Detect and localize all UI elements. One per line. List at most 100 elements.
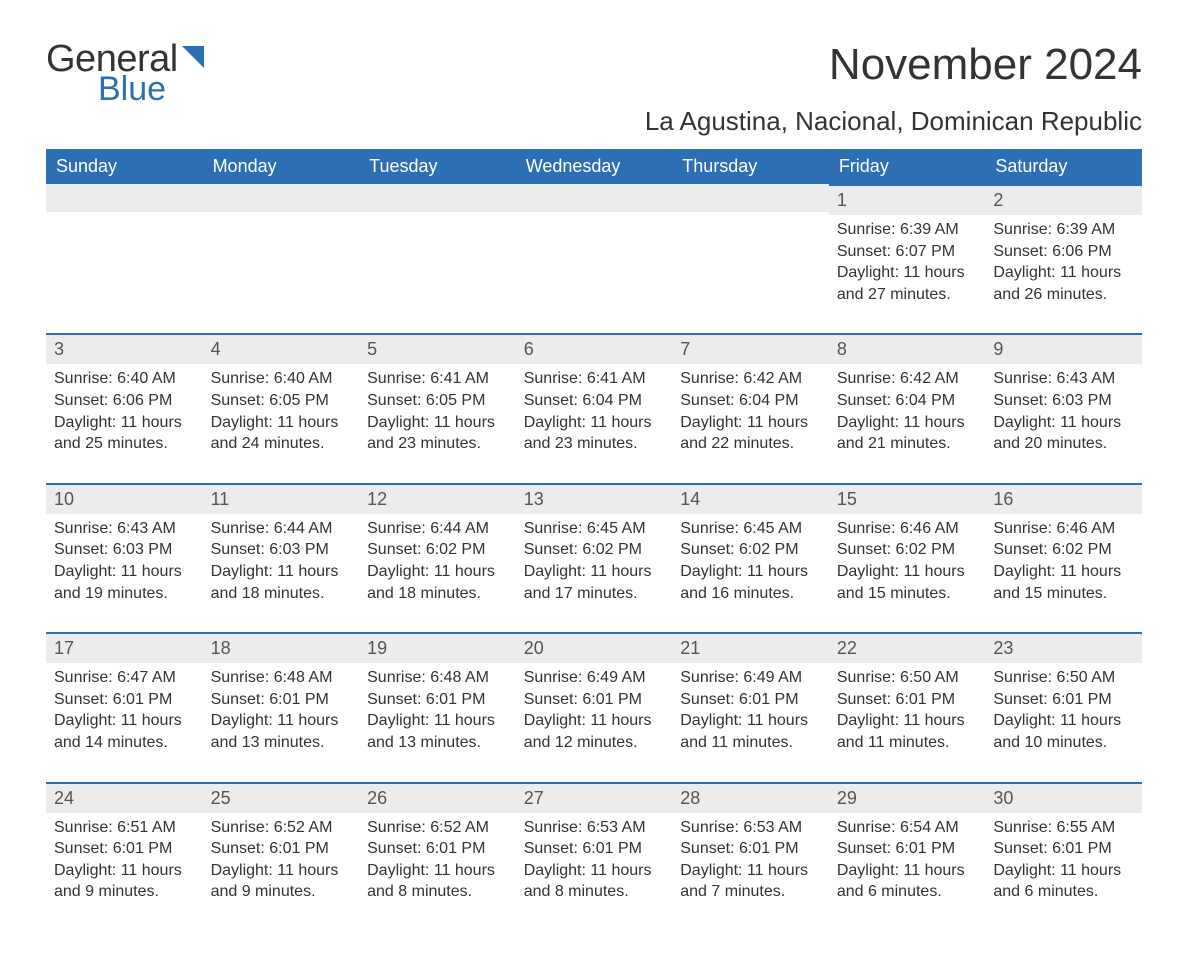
day-cell: 5Sunrise: 6:41 AMSunset: 6:05 PMDaylight… xyxy=(359,333,516,482)
day-number: 26 xyxy=(359,782,516,813)
day-cell: 25Sunrise: 6:52 AMSunset: 6:01 PMDayligh… xyxy=(203,782,360,931)
day-cell: 27Sunrise: 6:53 AMSunset: 6:01 PMDayligh… xyxy=(516,782,673,931)
day-body: Sunrise: 6:44 AMSunset: 6:02 PMDaylight:… xyxy=(359,514,516,632)
daylight-text: Daylight: 11 hours and 13 minutes. xyxy=(367,710,508,753)
daylight-text: Daylight: 11 hours and 11 minutes. xyxy=(680,710,821,753)
week-row: 1Sunrise: 6:39 AMSunset: 6:07 PMDaylight… xyxy=(46,184,1142,333)
day-cell xyxy=(359,184,516,333)
day-body: Sunrise: 6:43 AMSunset: 6:03 PMDaylight:… xyxy=(46,514,203,632)
day-number: 4 xyxy=(203,333,360,364)
sunset-text: Sunset: 6:01 PM xyxy=(680,689,821,711)
daylight-text: Daylight: 11 hours and 24 minutes. xyxy=(211,412,352,455)
sunrise-text: Sunrise: 6:50 AM xyxy=(837,667,978,689)
sunset-text: Sunset: 6:01 PM xyxy=(837,689,978,711)
day-cell: 4Sunrise: 6:40 AMSunset: 6:05 PMDaylight… xyxy=(203,333,360,482)
sunrise-text: Sunrise: 6:40 AM xyxy=(211,368,352,390)
sunrise-text: Sunrise: 6:53 AM xyxy=(524,817,665,839)
day-body: Sunrise: 6:39 AMSunset: 6:07 PMDaylight:… xyxy=(829,215,986,333)
day-cell: 10Sunrise: 6:43 AMSunset: 6:03 PMDayligh… xyxy=(46,483,203,632)
dow-header: Friday xyxy=(829,149,986,184)
header: General Blue November 2024 La Agustina, … xyxy=(46,40,1142,149)
day-body: Sunrise: 6:42 AMSunset: 6:04 PMDaylight:… xyxy=(672,364,829,482)
sunset-text: Sunset: 6:06 PM xyxy=(993,241,1134,263)
day-number: 9 xyxy=(985,333,1142,364)
day-body: Sunrise: 6:53 AMSunset: 6:01 PMDaylight:… xyxy=(516,813,673,931)
day-number: 23 xyxy=(985,632,1142,663)
sunrise-text: Sunrise: 6:55 AM xyxy=(993,817,1134,839)
sunrise-text: Sunrise: 6:54 AM xyxy=(837,817,978,839)
sunset-text: Sunset: 6:04 PM xyxy=(524,390,665,412)
day-cell: 21Sunrise: 6:49 AMSunset: 6:01 PMDayligh… xyxy=(672,632,829,781)
day-body: Sunrise: 6:41 AMSunset: 6:04 PMDaylight:… xyxy=(516,364,673,482)
sunrise-text: Sunrise: 6:46 AM xyxy=(993,518,1134,540)
sunset-text: Sunset: 6:01 PM xyxy=(524,838,665,860)
day-body: Sunrise: 6:52 AMSunset: 6:01 PMDaylight:… xyxy=(203,813,360,931)
day-number: 20 xyxy=(516,632,673,663)
day-number: 11 xyxy=(203,483,360,514)
day-body: Sunrise: 6:52 AMSunset: 6:01 PMDaylight:… xyxy=(359,813,516,931)
day-body: Sunrise: 6:40 AMSunset: 6:05 PMDaylight:… xyxy=(203,364,360,482)
sunset-text: Sunset: 6:02 PM xyxy=(993,539,1134,561)
day-cell: 16Sunrise: 6:46 AMSunset: 6:02 PMDayligh… xyxy=(985,483,1142,632)
day-body: Sunrise: 6:46 AMSunset: 6:02 PMDaylight:… xyxy=(829,514,986,632)
day-body: Sunrise: 6:44 AMSunset: 6:03 PMDaylight:… xyxy=(203,514,360,632)
day-number: 24 xyxy=(46,782,203,813)
empty-day-bar xyxy=(203,184,360,212)
triangle-icon xyxy=(182,46,216,75)
sunset-text: Sunset: 6:01 PM xyxy=(367,838,508,860)
sunset-text: Sunset: 6:03 PM xyxy=(993,390,1134,412)
day-body: Sunrise: 6:54 AMSunset: 6:01 PMDaylight:… xyxy=(829,813,986,931)
empty-day-bar xyxy=(46,184,203,212)
day-number: 19 xyxy=(359,632,516,663)
sunset-text: Sunset: 6:05 PM xyxy=(211,390,352,412)
sunset-text: Sunset: 6:01 PM xyxy=(993,689,1134,711)
daylight-text: Daylight: 11 hours and 25 minutes. xyxy=(54,412,195,455)
day-number: 10 xyxy=(46,483,203,514)
sunset-text: Sunset: 6:03 PM xyxy=(211,539,352,561)
day-cell: 7Sunrise: 6:42 AMSunset: 6:04 PMDaylight… xyxy=(672,333,829,482)
day-cell: 22Sunrise: 6:50 AMSunset: 6:01 PMDayligh… xyxy=(829,632,986,781)
day-cell: 3Sunrise: 6:40 AMSunset: 6:06 PMDaylight… xyxy=(46,333,203,482)
sunset-text: Sunset: 6:02 PM xyxy=(367,539,508,561)
sunset-text: Sunset: 6:06 PM xyxy=(54,390,195,412)
day-body: Sunrise: 6:47 AMSunset: 6:01 PMDaylight:… xyxy=(46,663,203,781)
day-number: 28 xyxy=(672,782,829,813)
day-number: 8 xyxy=(829,333,986,364)
day-body: Sunrise: 6:39 AMSunset: 6:06 PMDaylight:… xyxy=(985,215,1142,333)
daylight-text: Daylight: 11 hours and 10 minutes. xyxy=(993,710,1134,753)
daylight-text: Daylight: 11 hours and 13 minutes. xyxy=(211,710,352,753)
daylight-text: Daylight: 11 hours and 23 minutes. xyxy=(524,412,665,455)
sunset-text: Sunset: 6:01 PM xyxy=(680,838,821,860)
day-body: Sunrise: 6:41 AMSunset: 6:05 PMDaylight:… xyxy=(359,364,516,482)
day-number: 1 xyxy=(829,184,986,215)
sunrise-text: Sunrise: 6:49 AM xyxy=(680,667,821,689)
day-number: 27 xyxy=(516,782,673,813)
day-number: 7 xyxy=(672,333,829,364)
sunrise-text: Sunrise: 6:51 AM xyxy=(54,817,195,839)
sunset-text: Sunset: 6:01 PM xyxy=(993,838,1134,860)
daylight-text: Daylight: 11 hours and 21 minutes. xyxy=(837,412,978,455)
month-title: November 2024 xyxy=(645,40,1142,90)
sunset-text: Sunset: 6:04 PM xyxy=(680,390,821,412)
sunrise-text: Sunrise: 6:41 AM xyxy=(524,368,665,390)
daylight-text: Daylight: 11 hours and 15 minutes. xyxy=(837,561,978,604)
daylight-text: Daylight: 11 hours and 18 minutes. xyxy=(211,561,352,604)
day-body: Sunrise: 6:45 AMSunset: 6:02 PMDaylight:… xyxy=(516,514,673,632)
daylight-text: Daylight: 11 hours and 14 minutes. xyxy=(54,710,195,753)
week-row: 24Sunrise: 6:51 AMSunset: 6:01 PMDayligh… xyxy=(46,782,1142,931)
day-body: Sunrise: 6:49 AMSunset: 6:01 PMDaylight:… xyxy=(516,663,673,781)
sunset-text: Sunset: 6:01 PM xyxy=(54,838,195,860)
daylight-text: Daylight: 11 hours and 18 minutes. xyxy=(367,561,508,604)
week-row: 3Sunrise: 6:40 AMSunset: 6:06 PMDaylight… xyxy=(46,333,1142,482)
day-body: Sunrise: 6:50 AMSunset: 6:01 PMDaylight:… xyxy=(985,663,1142,781)
day-body: Sunrise: 6:45 AMSunset: 6:02 PMDaylight:… xyxy=(672,514,829,632)
empty-day-bar xyxy=(359,184,516,212)
sunset-text: Sunset: 6:03 PM xyxy=(54,539,195,561)
sunset-text: Sunset: 6:02 PM xyxy=(524,539,665,561)
day-cell: 13Sunrise: 6:45 AMSunset: 6:02 PMDayligh… xyxy=(516,483,673,632)
daylight-text: Daylight: 11 hours and 16 minutes. xyxy=(680,561,821,604)
day-cell: 12Sunrise: 6:44 AMSunset: 6:02 PMDayligh… xyxy=(359,483,516,632)
day-cell: 6Sunrise: 6:41 AMSunset: 6:04 PMDaylight… xyxy=(516,333,673,482)
sunrise-text: Sunrise: 6:48 AM xyxy=(367,667,508,689)
day-body: Sunrise: 6:48 AMSunset: 6:01 PMDaylight:… xyxy=(359,663,516,781)
